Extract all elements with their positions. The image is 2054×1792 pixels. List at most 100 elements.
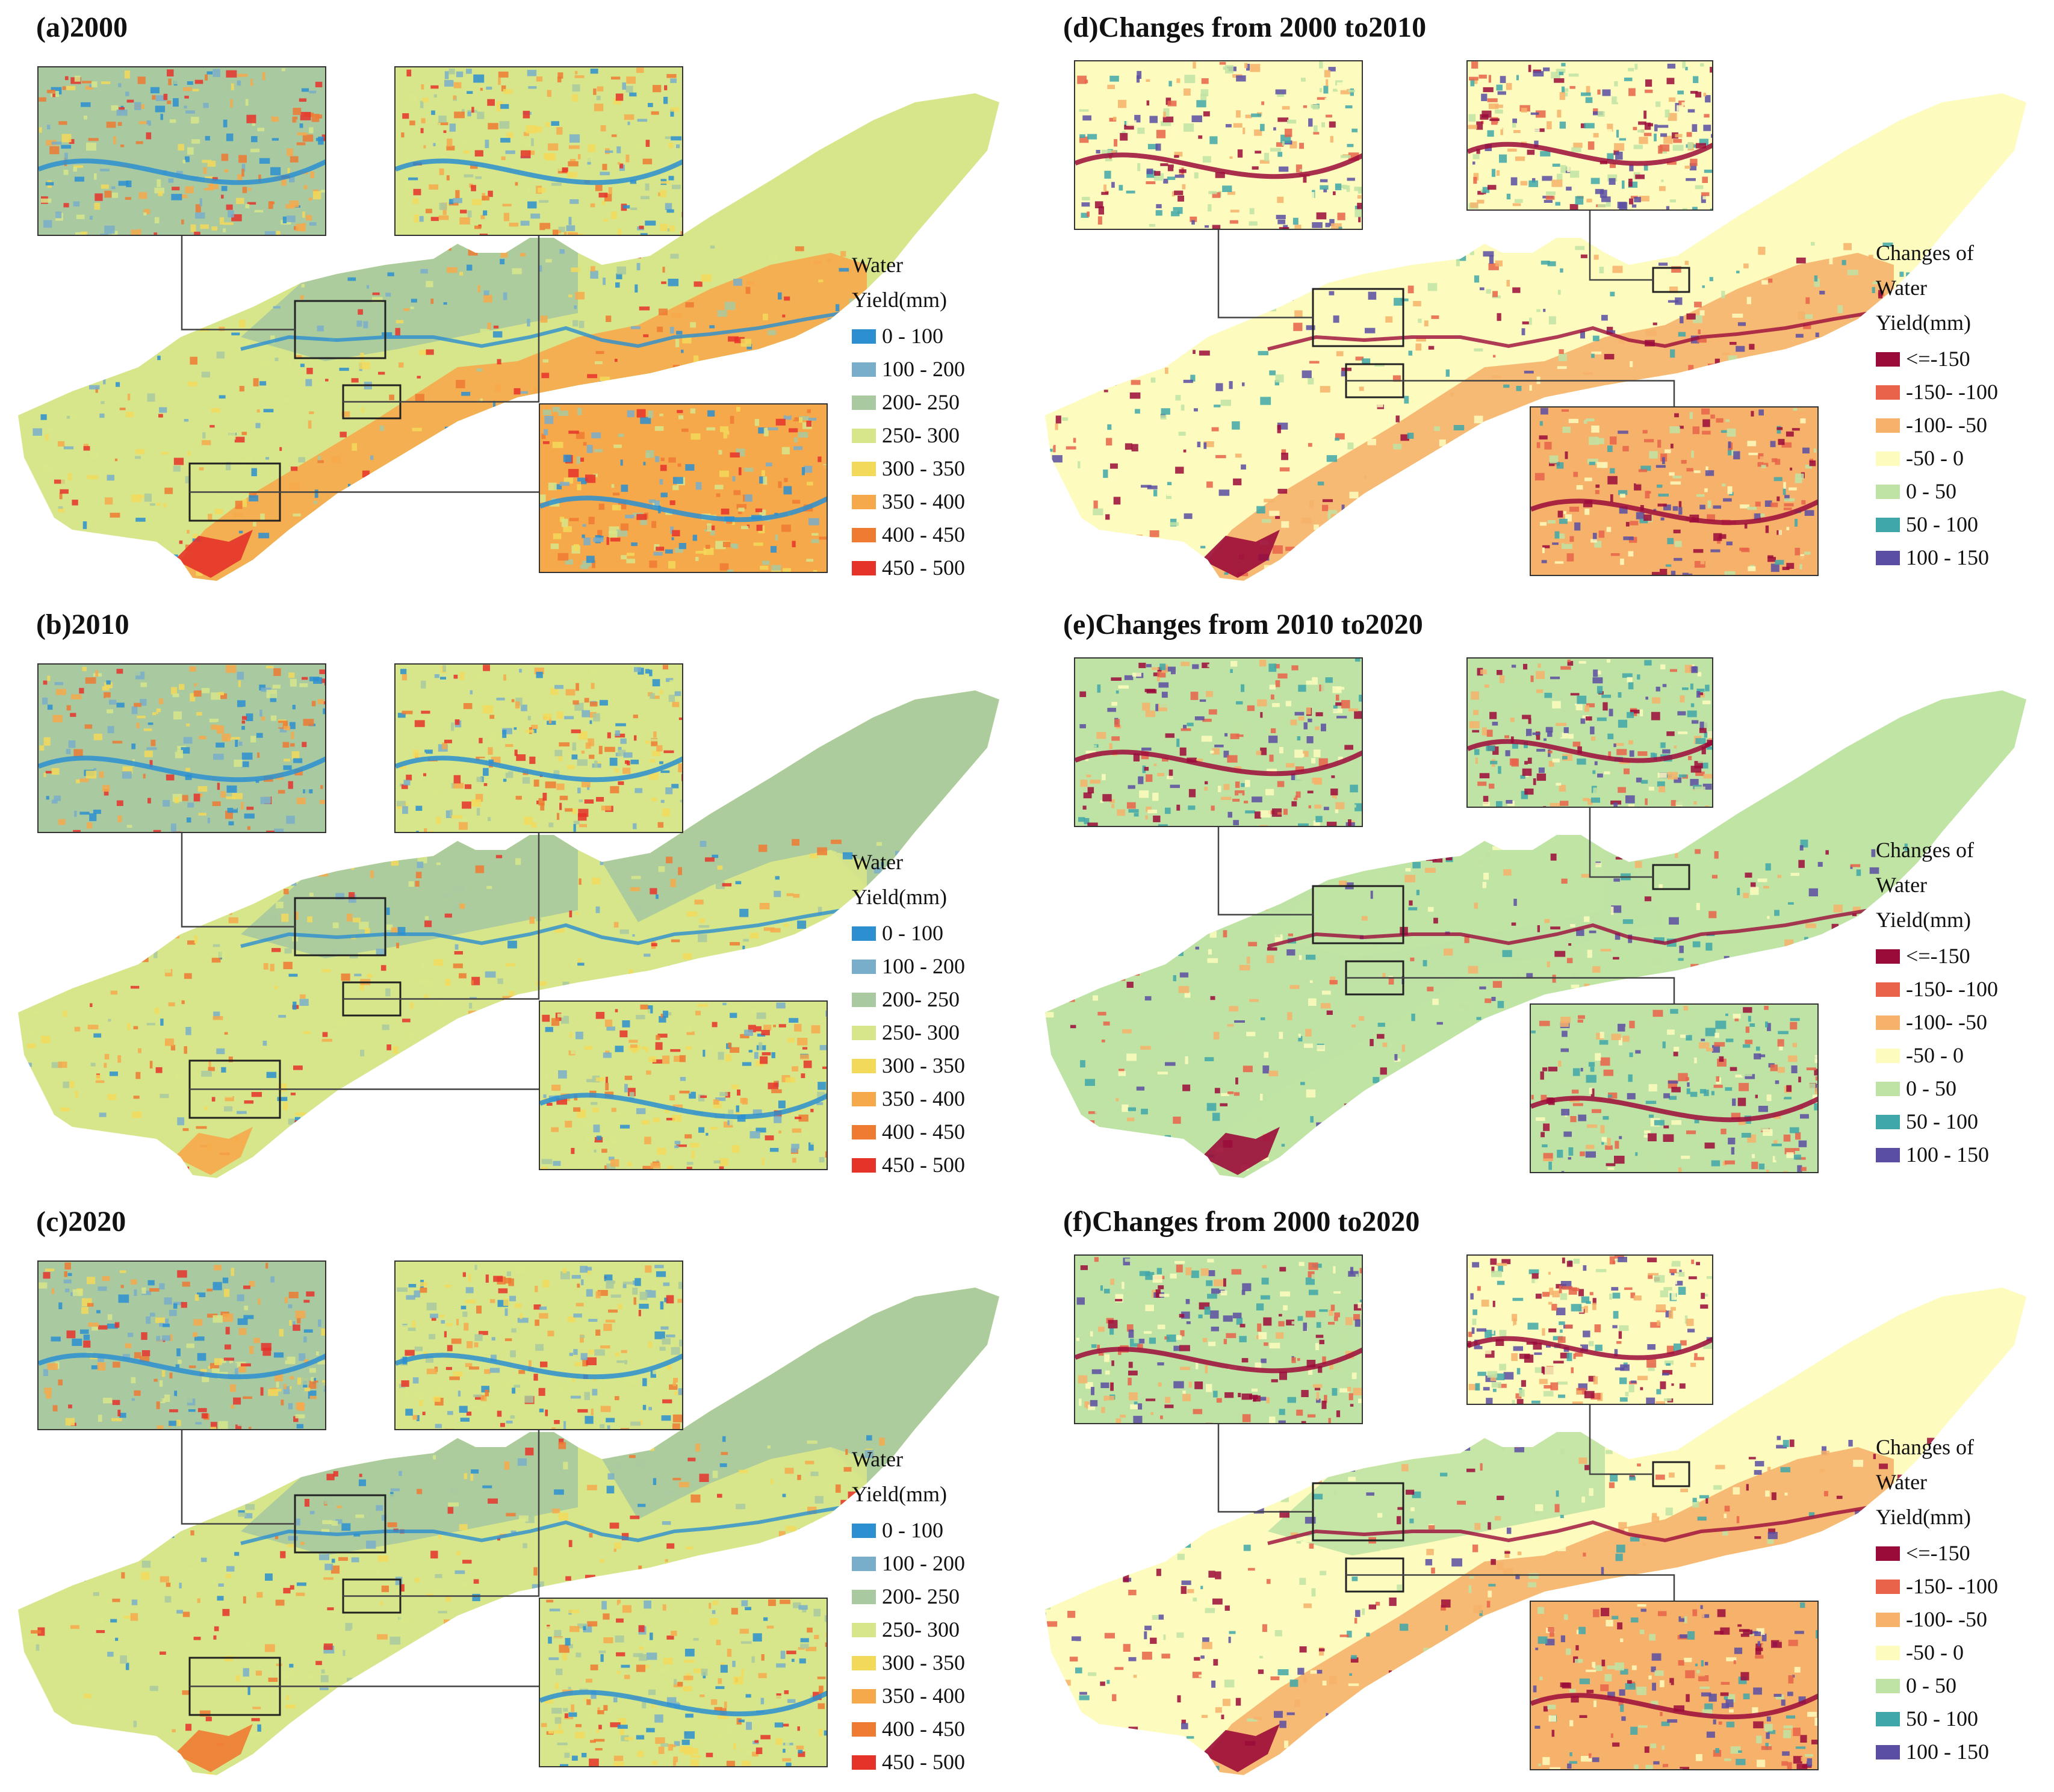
raster-speckle: [1193, 350, 1196, 354]
inset-speckle: [318, 136, 324, 145]
raster-speckle: [1336, 351, 1344, 356]
raster-speckle: [74, 1026, 81, 1032]
inset-speckle: [511, 699, 515, 702]
raster-speckle: [93, 895, 99, 901]
raster-speckle: [1368, 291, 1377, 300]
inset-speckle: [436, 817, 441, 824]
inset-speckle: [543, 713, 552, 720]
inset-speckle: [719, 1158, 728, 1166]
inset-speckle: [1533, 129, 1544, 132]
inset-speckle: [420, 101, 424, 108]
inset-speckle: [1126, 120, 1137, 126]
raster-speckle: [508, 1074, 517, 1079]
inset-speckle: [483, 665, 490, 671]
inset-speckle: [552, 406, 560, 412]
inset-speckle: [146, 132, 152, 140]
inset-speckle: [686, 1031, 695, 1035]
inset-speckle: [459, 217, 470, 225]
inset-speckle: [51, 141, 62, 145]
raster-speckle: [1765, 863, 1771, 871]
raster-speckle: [126, 412, 134, 417]
raster-speckle: [568, 989, 571, 996]
inset-speckle: [1313, 132, 1320, 135]
raster-speckle: [471, 1052, 477, 1058]
raster-speckle: [1658, 884, 1663, 889]
inset-speckle: [573, 820, 580, 825]
inset-speckle: [1692, 124, 1698, 132]
inset-speckle: [1094, 201, 1103, 208]
inset-speckle: [402, 674, 407, 681]
inset-speckle: [651, 521, 657, 529]
raster-speckle: [1407, 432, 1414, 439]
raster-speckle: [1566, 958, 1573, 964]
legend-swatch: [1876, 385, 1900, 400]
inset-speckle: [621, 485, 628, 492]
inset-speckle: [657, 1034, 668, 1038]
inset-speckle: [1699, 138, 1708, 146]
inset-speckle: [61, 144, 72, 149]
inset-speckle: [79, 778, 89, 783]
raster-speckle: [453, 963, 463, 969]
raster-speckle: [710, 386, 719, 391]
raster-speckle: [1264, 904, 1268, 911]
inset-speckle: [451, 232, 456, 235]
inset-speckle: [619, 163, 624, 169]
inset-speckle: [651, 111, 659, 115]
raster-speckle: [1698, 329, 1701, 335]
inset-speckle: [690, 408, 696, 414]
raster-speckle: [168, 1002, 175, 1006]
raster-speckle: [982, 1108, 986, 1114]
inset-speckle: [1593, 133, 1599, 138]
raster-speckle: [1400, 434, 1409, 441]
inset-speckle: [650, 759, 656, 763]
inset-speckle: [1545, 196, 1555, 200]
raster-speckle: [699, 363, 709, 370]
inset-speckle: [231, 214, 242, 222]
inset-speckle: [112, 740, 123, 744]
raster-speckle: [390, 518, 396, 526]
raster-speckle: [359, 574, 368, 577]
inset-speckle: [397, 824, 400, 829]
raster-speckle: [698, 925, 710, 928]
inset-speckle: [226, 133, 234, 141]
raster-speckle: [1393, 444, 1402, 450]
legend-swatch: [852, 329, 876, 344]
inset-speckle: [1720, 430, 1728, 433]
inset-speckle: [722, 1002, 727, 1005]
inset-speckle: [1686, 468, 1693, 472]
inset-speckle: [1607, 174, 1618, 182]
raster-speckle: [1315, 1127, 1327, 1135]
raster-speckle: [568, 294, 572, 297]
raster-speckle: [169, 293, 175, 297]
raster-speckle: [1309, 500, 1314, 509]
inset-speckle: [202, 160, 212, 163]
raster-speckle: [1355, 356, 1364, 361]
raster-speckle: [43, 318, 54, 321]
inset-speckle: [173, 98, 179, 107]
inset-speckle: [1684, 166, 1691, 169]
inset-speckle: [1198, 135, 1203, 139]
inset-speckle: [1625, 522, 1630, 527]
raster-speckle: [135, 449, 145, 454]
inset-speckle: [1146, 181, 1156, 184]
raster-speckle: [226, 462, 231, 471]
inset-speckle: [791, 414, 795, 420]
inset-speckle: [1114, 139, 1118, 147]
raster-speckle: [1664, 1182, 1671, 1185]
raster-speckle: [288, 973, 298, 977]
inset-speckle: [1337, 82, 1347, 91]
inset-speckle: [707, 1045, 718, 1049]
raster-speckle: [1197, 441, 1201, 447]
raster-speckle: [1559, 349, 1564, 355]
raster-speckle: [360, 353, 364, 361]
raster-speckle: [129, 307, 134, 310]
raster-speckle: [1669, 917, 1679, 925]
inset-speckle: [1488, 75, 1491, 83]
inset-speckle: [576, 432, 585, 439]
inset-speckle: [1163, 108, 1170, 116]
inset-speckle: [676, 144, 680, 149]
inset-speckle: [471, 185, 476, 191]
raster-speckle: [341, 411, 350, 417]
inset-speckle: [1587, 141, 1595, 150]
raster-speckle: [201, 1070, 212, 1077]
